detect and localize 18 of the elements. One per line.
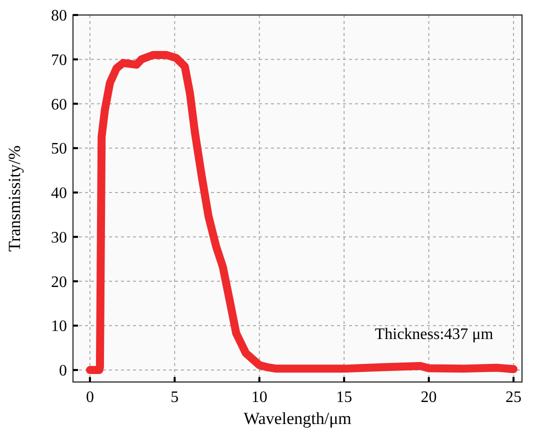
- y-tick-label: 20: [51, 274, 67, 291]
- y-axis-title: Transmissity/%: [5, 145, 24, 252]
- x-tick-label: 0: [86, 389, 94, 406]
- x-tick-label: 15: [336, 389, 352, 406]
- y-tick-label: 50: [51, 140, 67, 158]
- x-tick-label: 25: [506, 389, 522, 406]
- y-tick-label: 30: [51, 229, 67, 246]
- x-tick-label: 5: [170, 389, 179, 406]
- y-tick-label: 40: [51, 185, 67, 202]
- y-tick-label: 80: [51, 8, 67, 25]
- x-tick-label: 10: [251, 389, 268, 406]
- x-axis-title: Wavelength/μm: [244, 409, 352, 428]
- x-tick-label: 20: [420, 389, 437, 406]
- y-tick-label: 10: [51, 318, 67, 336]
- y-tick-label: 0: [59, 362, 67, 380]
- y-tick-label: 70: [51, 52, 67, 69]
- annotation: Thickness:437 μm: [374, 326, 494, 343]
- y-tick-label: 60: [51, 96, 67, 114]
